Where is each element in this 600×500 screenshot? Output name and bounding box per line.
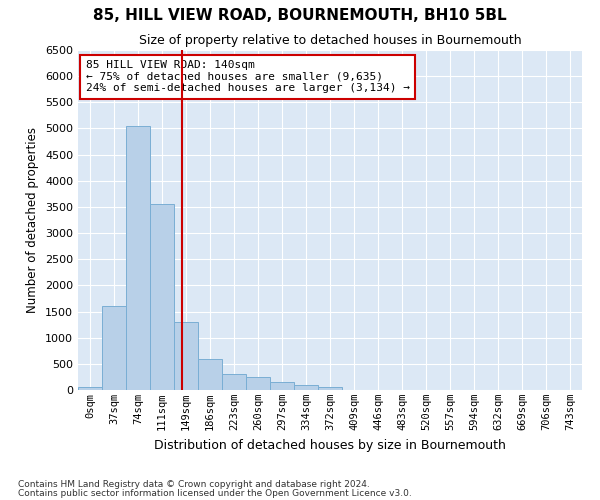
Text: 85 HILL VIEW ROAD: 140sqm
← 75% of detached houses are smaller (9,635)
24% of se: 85 HILL VIEW ROAD: 140sqm ← 75% of detac… [86, 60, 410, 94]
Bar [294, 385, 318, 390]
Text: 85, HILL VIEW ROAD, BOURNEMOUTH, BH10 5BL: 85, HILL VIEW ROAD, BOURNEMOUTH, BH10 5B… [93, 8, 507, 22]
X-axis label: Distribution of detached houses by size in Bournemouth: Distribution of detached houses by size … [154, 438, 506, 452]
Title: Size of property relative to detached houses in Bournemouth: Size of property relative to detached ho… [139, 34, 521, 48]
Y-axis label: Number of detached properties: Number of detached properties [26, 127, 40, 313]
Bar [198, 358, 222, 390]
Bar [174, 322, 198, 390]
Bar [270, 382, 294, 390]
Bar [246, 377, 270, 390]
Bar [126, 126, 150, 390]
Bar [222, 374, 246, 390]
Bar [150, 204, 174, 390]
Text: Contains public sector information licensed under the Open Government Licence v3: Contains public sector information licen… [18, 488, 412, 498]
Bar [318, 388, 342, 390]
Bar [102, 306, 126, 390]
Text: Contains HM Land Registry data © Crown copyright and database right 2024.: Contains HM Land Registry data © Crown c… [18, 480, 370, 489]
Bar [78, 388, 102, 390]
